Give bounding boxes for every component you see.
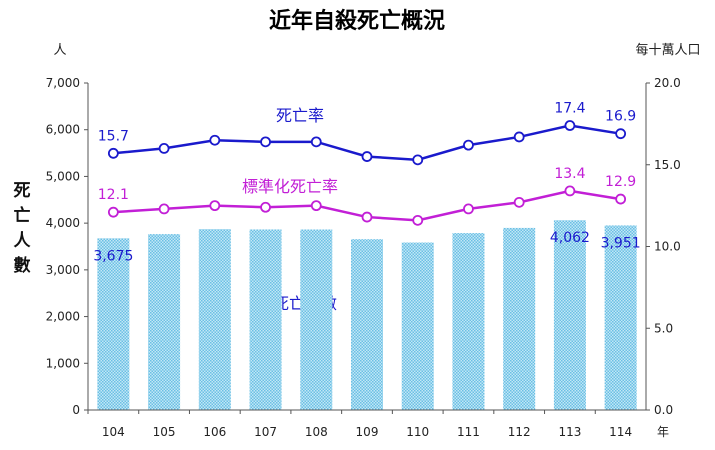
x-tick-label: 109 <box>356 425 379 439</box>
y-axis-label-char-4: 數 <box>14 255 31 276</box>
point-rate-105 <box>158 142 170 154</box>
point-rate-112 <box>513 131 525 143</box>
y-axis-label-char-3: 人 <box>14 231 32 251</box>
point-rate-106 <box>209 134 221 146</box>
right-tick-label: 5.0 <box>654 321 673 335</box>
data-label-deaths: 3,951 <box>601 235 641 251</box>
bar-107 <box>249 229 282 410</box>
point-std-rate-106 <box>209 200 221 212</box>
point-std-rate-111 <box>463 203 474 215</box>
point-std-rate-107 <box>260 201 271 213</box>
point-std-rate-112 <box>513 196 525 208</box>
bar-114 <box>604 225 637 410</box>
chart-title: 近年自殺死亡概況 <box>269 8 445 34</box>
left-tick-label: 6,000 <box>46 123 80 137</box>
x-tick-label: 107 <box>254 425 277 439</box>
left-tick-label: 4,000 <box>46 216 80 230</box>
bar-111 <box>452 233 485 410</box>
data-label-deaths: 3,675 <box>93 248 133 264</box>
point-std-rate-114 <box>615 193 627 205</box>
bar-104 <box>97 238 130 410</box>
data-label-std-rate: 12.9 <box>605 174 636 190</box>
point-std-rate-108 <box>310 200 322 212</box>
series-label-rate: 死亡率 <box>276 106 324 125</box>
data-label-rate: 16.9 <box>605 109 636 125</box>
right-tick-label: 15.0 <box>654 158 681 172</box>
bar-109 <box>351 239 383 410</box>
data-label-std-rate: 13.4 <box>554 166 585 182</box>
left-tick-label: 2,000 <box>46 310 80 324</box>
point-rate-113 <box>564 120 576 131</box>
x-tick-label: 108 <box>305 425 328 439</box>
bar-113 <box>553 220 586 410</box>
x-tick-label: 110 <box>406 425 429 439</box>
right-axis-unit: 每十萬人口 <box>635 42 700 58</box>
right-tick-label: 0.0 <box>654 403 673 417</box>
left-axis-unit: 人 <box>53 43 66 58</box>
x-tick-label: 111 <box>457 425 480 439</box>
point-rate-111 <box>463 139 474 151</box>
left-tick-label: 0 <box>72 403 80 417</box>
x-tick-label: 106 <box>203 425 226 439</box>
left-tick-label: 3,000 <box>46 263 80 277</box>
point-rate-104 <box>107 147 119 159</box>
bar-110 <box>401 242 434 410</box>
bar-112 <box>503 227 536 410</box>
x-tick-label: 114 <box>609 425 632 439</box>
left-tick-label: 7,000 <box>46 76 80 90</box>
point-std-rate-105 <box>158 203 170 215</box>
point-std-rate-109 <box>361 211 373 223</box>
x-tick-label: 112 <box>508 425 531 439</box>
point-rate-109 <box>361 151 373 162</box>
series-label-std-rate: 標準化死亡率 <box>242 177 338 196</box>
right-tick-label: 10.0 <box>654 240 681 254</box>
bar-106 <box>198 229 231 410</box>
data-label-rate: 15.7 <box>98 128 129 144</box>
data-label-std-rate: 12.1 <box>98 187 129 203</box>
point-rate-114 <box>615 128 627 140</box>
point-rate-110 <box>412 154 424 166</box>
y-axis-label-char-1: 死 <box>14 181 31 201</box>
plot-area: 0 1,000 2,000 3,000 4,000 5,000 6,000 7,000 0.0 5… <box>46 76 681 439</box>
x-tick-label: 104 <box>102 425 125 439</box>
bar-108 <box>300 229 333 410</box>
point-std-rate-110 <box>412 214 424 226</box>
x-axis-unit: 年 <box>657 425 669 439</box>
left-tick-label: 5,000 <box>46 169 80 183</box>
left-tick-label: 1,000 <box>46 356 80 370</box>
right-tick-label: 20.0 <box>654 76 681 90</box>
bar-105 <box>148 234 181 410</box>
x-tick-label: 105 <box>153 425 176 439</box>
data-label-deaths: 4,062 <box>550 230 590 246</box>
x-tick-label: 113 <box>558 425 581 439</box>
point-std-rate-104 <box>107 206 119 218</box>
point-rate-108 <box>310 136 322 148</box>
data-label-rate: 17.4 <box>554 101 585 117</box>
point-std-rate-113 <box>564 185 576 197</box>
point-rate-107 <box>260 136 271 148</box>
y-axis-label-char-2: 亡 <box>14 205 31 226</box>
